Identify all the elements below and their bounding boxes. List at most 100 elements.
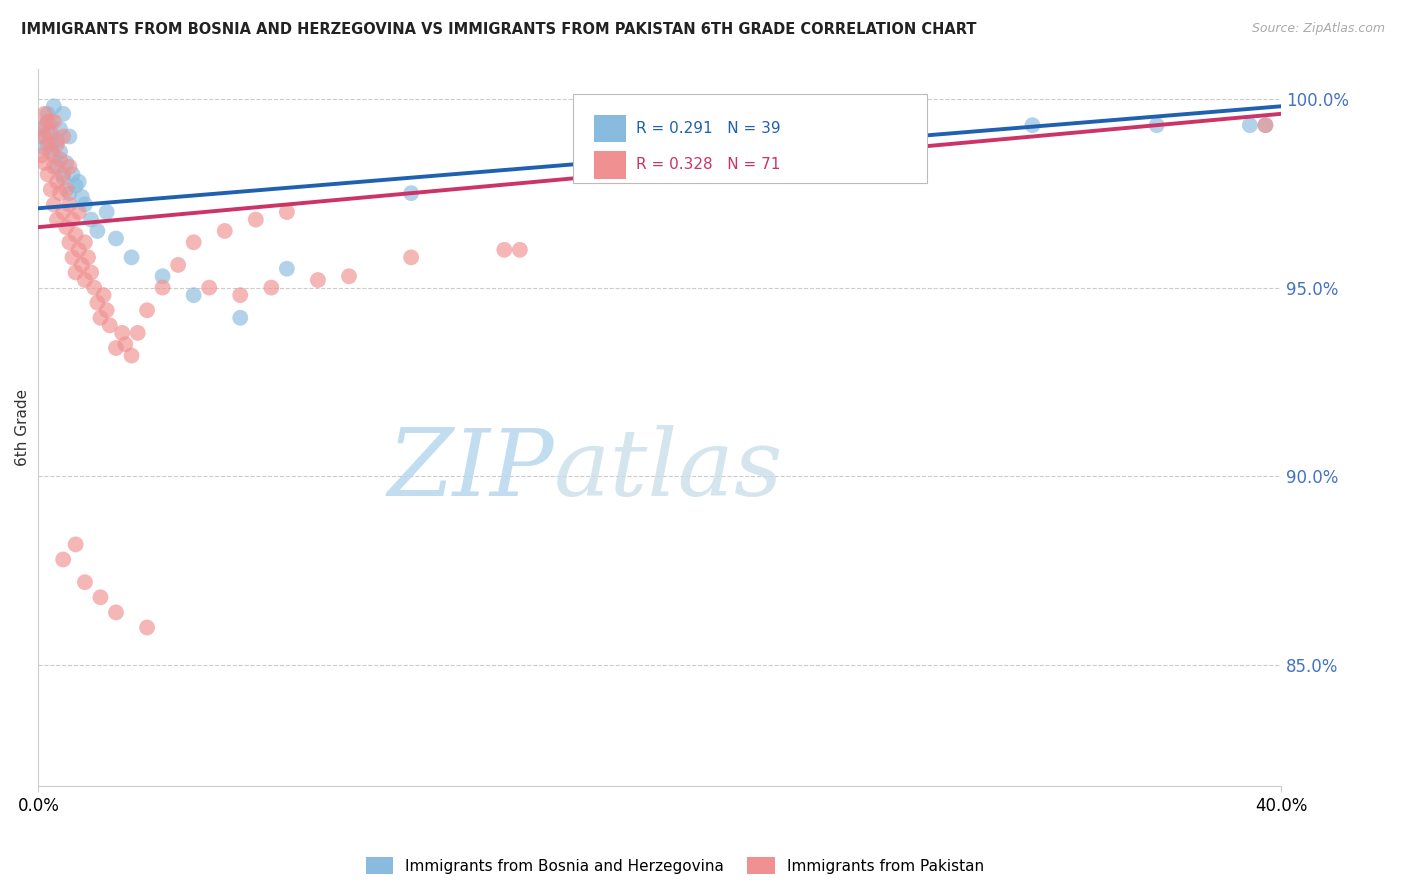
Point (30, 122, 52, 136)
Point (494, 243, 516, 257)
Point (52, 107, 75, 121)
Point (260, 280, 283, 294)
Point (127, 326, 149, 340)
Point (46, 133, 69, 147)
Point (214, 224, 236, 238)
Point (49, 145, 72, 159)
Point (37, 137, 59, 152)
Point (399, 186, 422, 201)
Point (58, 197, 80, 211)
Point (52, 167, 75, 181)
Point (58, 129, 80, 144)
Point (80, 265, 103, 279)
Point (337, 269, 360, 284)
Point (34, 156, 56, 170)
Point (62, 212, 84, 227)
Point (46, 175, 69, 189)
Point (67, 175, 90, 189)
Point (46, 212, 69, 227)
Point (198, 280, 221, 294)
Point (183, 235, 205, 250)
Point (93, 288, 115, 302)
Point (509, 243, 531, 257)
Point (30, 129, 52, 144)
Point (58, 235, 80, 250)
Point (52, 552, 75, 566)
Point (67, 243, 90, 257)
Point (55, 220, 77, 235)
Point (62, 251, 84, 265)
Bar (593, 115, 626, 142)
Point (49, 152, 72, 166)
Point (307, 273, 329, 287)
Point (399, 251, 422, 265)
Point (89, 310, 111, 325)
Point (121, 251, 143, 265)
Point (52, 205, 75, 219)
Point (58, 160, 80, 174)
Point (98, 318, 121, 333)
Point (55, 182, 77, 196)
Point (1021, 118, 1043, 132)
Point (73, 235, 96, 250)
Point (37, 126, 59, 140)
Point (96, 303, 118, 318)
Point (42, 148, 65, 162)
Point (167, 258, 190, 272)
Point (65, 265, 87, 279)
Point (55, 156, 77, 170)
Point (46, 160, 69, 174)
Point (73, 197, 96, 211)
Point (65, 178, 87, 193)
Point (39, 114, 62, 128)
Point (46, 137, 69, 152)
Point (39, 126, 62, 140)
Text: atlas: atlas (554, 425, 783, 516)
Point (1254, 118, 1277, 132)
Point (276, 261, 298, 276)
Point (34, 118, 56, 132)
Point (152, 269, 174, 284)
Point (276, 205, 298, 219)
Point (49, 122, 72, 136)
Point (65, 537, 87, 551)
Legend: Immigrants from Bosnia and Herzegovina, Immigrants from Pakistan: Immigrants from Bosnia and Herzegovina, … (360, 851, 990, 880)
Point (105, 341, 128, 355)
Point (34, 129, 56, 144)
Point (86, 224, 108, 238)
Point (77, 251, 100, 265)
Text: Source: ZipAtlas.com: Source: ZipAtlas.com (1251, 22, 1385, 36)
Point (37, 114, 59, 128)
Point (111, 326, 134, 340)
Point (804, 118, 827, 132)
Point (62, 167, 84, 181)
Point (42, 160, 65, 174)
Point (105, 231, 128, 245)
Point (152, 280, 174, 294)
FancyBboxPatch shape (572, 94, 927, 184)
Point (67, 205, 90, 219)
Text: ZIP: ZIP (388, 425, 554, 516)
Point (37, 107, 59, 121)
Point (39, 137, 62, 152)
Point (183, 288, 205, 302)
Point (30, 148, 52, 162)
Point (42, 99, 65, 113)
Point (49, 186, 72, 201)
Point (58, 186, 80, 201)
Point (245, 212, 267, 227)
Point (73, 273, 96, 287)
Point (1146, 118, 1168, 132)
Point (52, 171, 75, 186)
Point (80, 212, 103, 227)
Point (229, 310, 252, 325)
Point (1254, 118, 1277, 132)
Point (34, 107, 56, 121)
Bar (593, 152, 626, 178)
Point (229, 288, 252, 302)
Point (42, 114, 65, 128)
Point (1239, 118, 1261, 132)
Point (70, 190, 93, 204)
Point (39, 145, 62, 159)
Point (586, 137, 609, 152)
